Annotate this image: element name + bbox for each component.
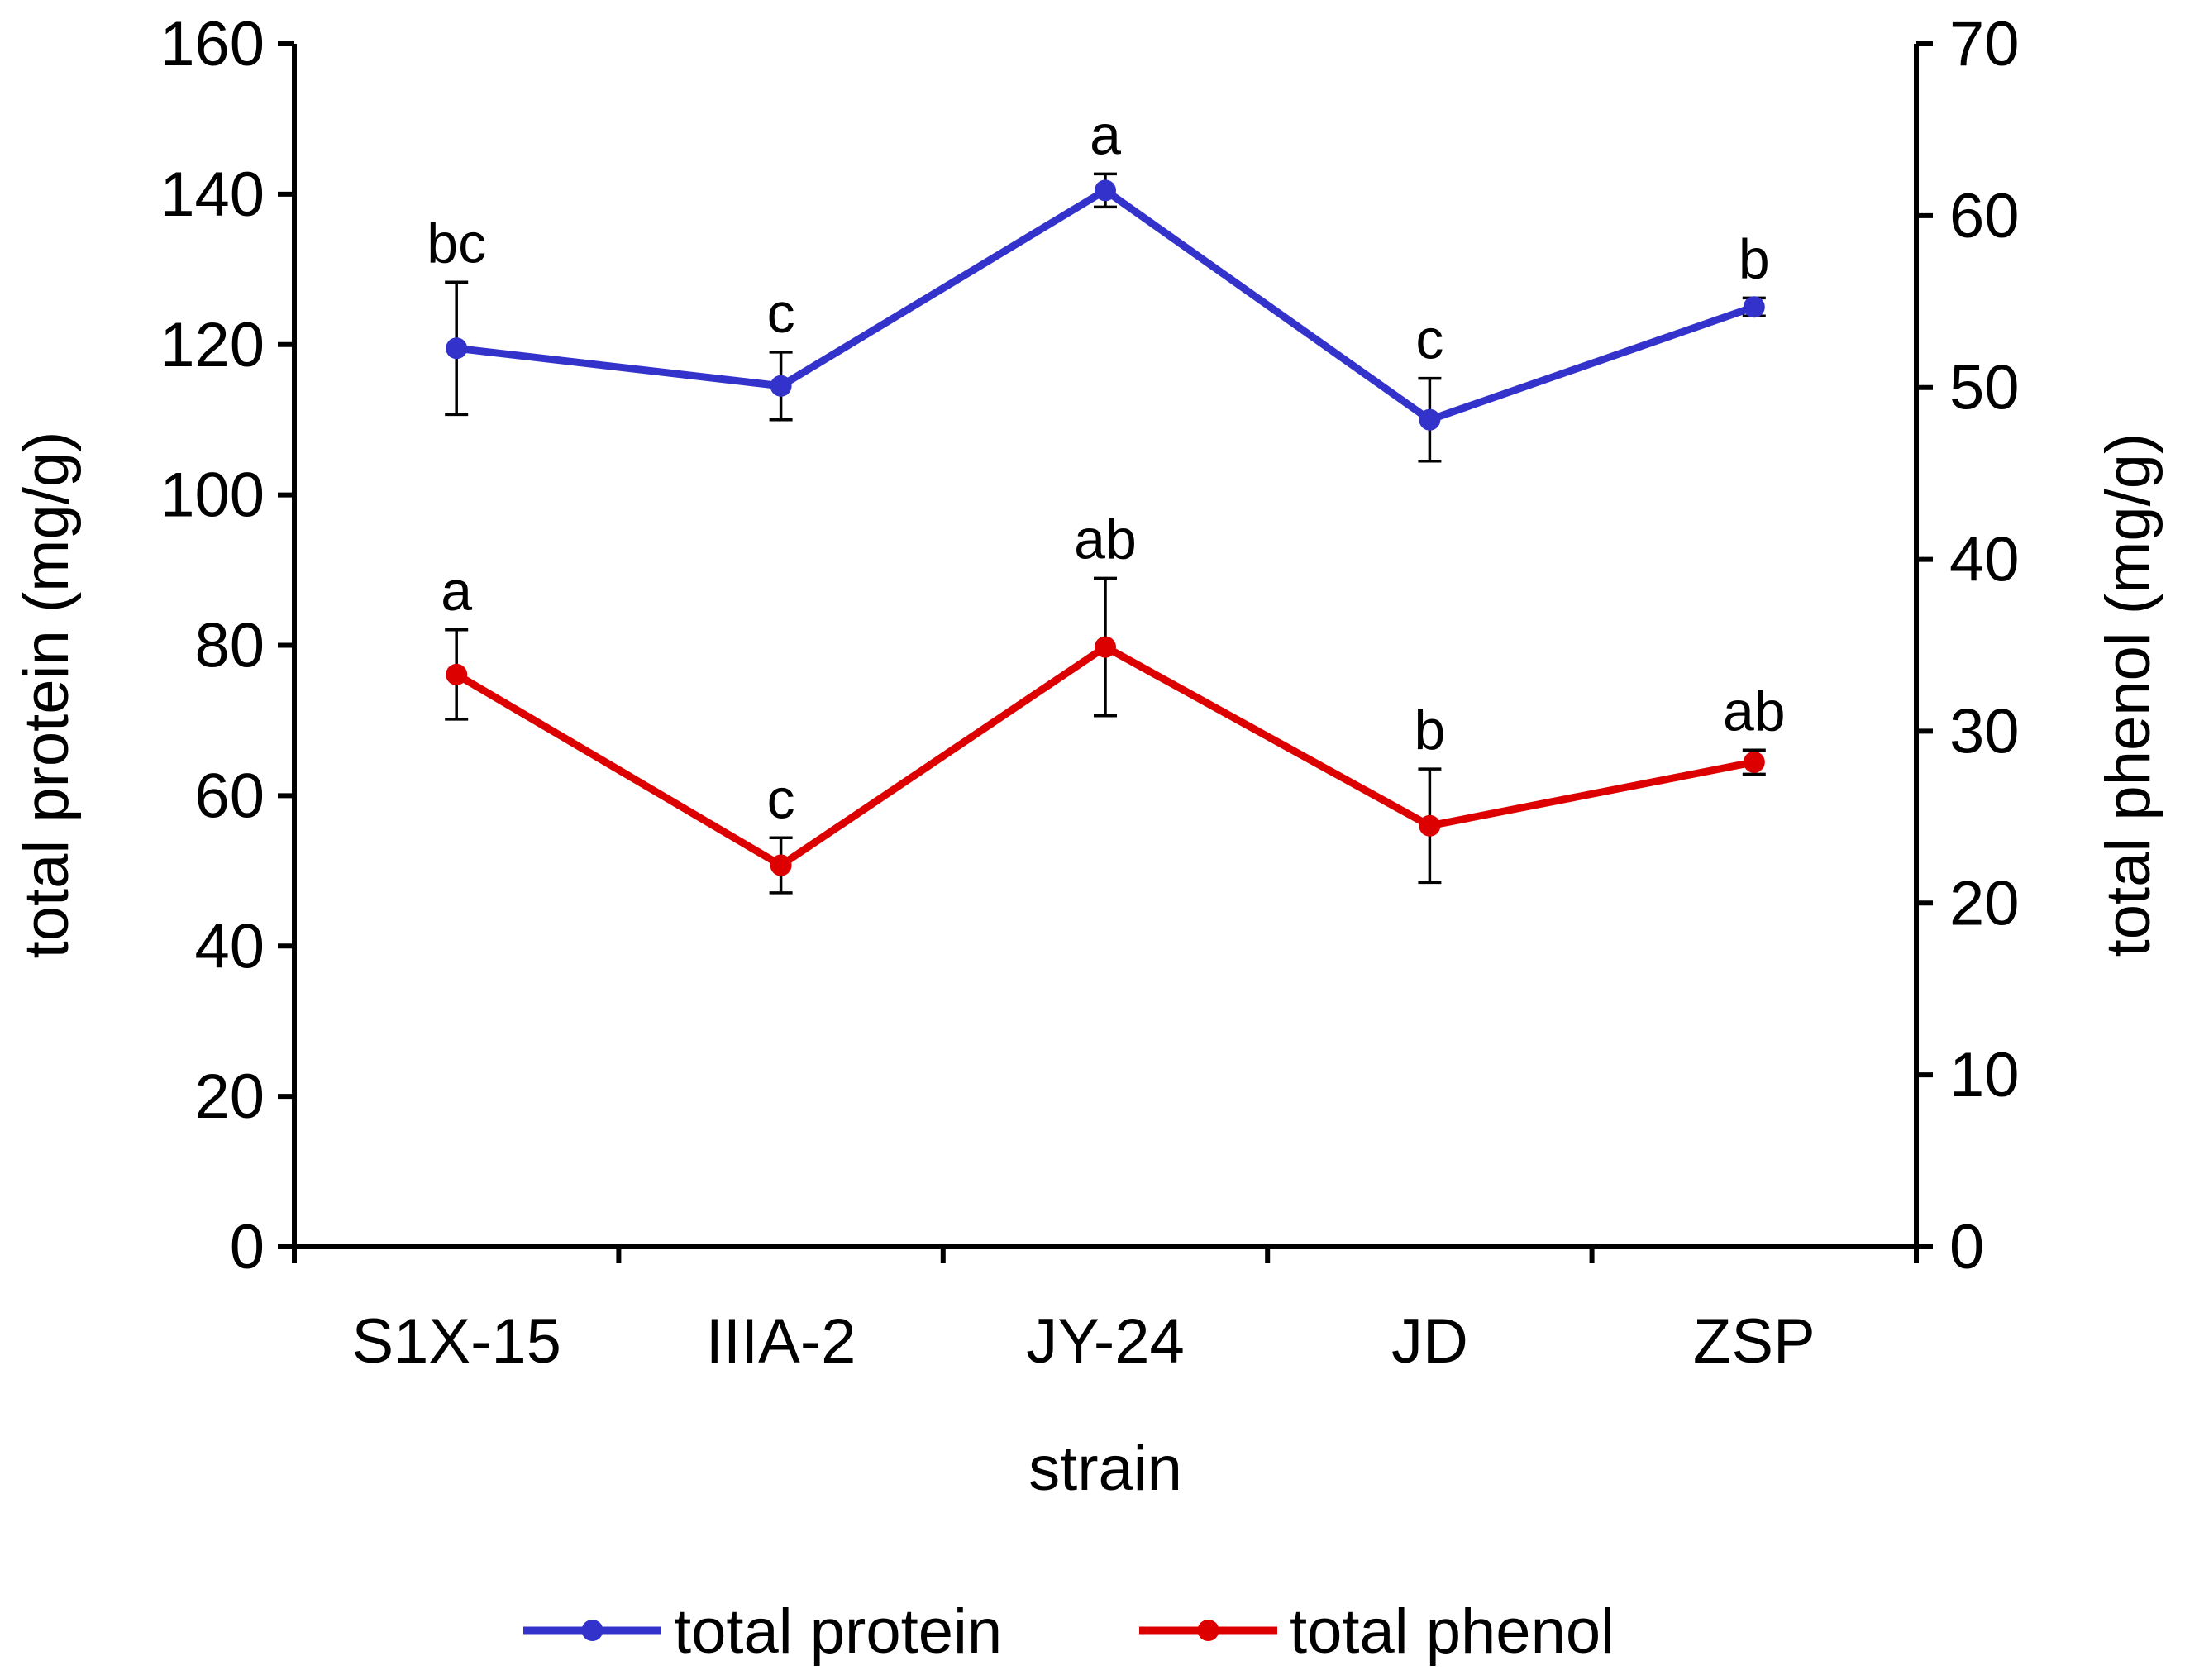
x-tick-label: S1X-15 — [351, 1306, 561, 1377]
x-tick-label: JY-24 — [1026, 1306, 1185, 1377]
total-phenol-point — [770, 854, 792, 876]
legend-total-phenol-marker — [1197, 1620, 1219, 1641]
total-protein-significance-label: b — [1739, 227, 1770, 290]
legend: total protein total phenol — [523, 1596, 1615, 1667]
y-left-tick-label: 100 — [160, 461, 265, 531]
y-right-tick-label: 50 — [1949, 353, 2020, 423]
y-left-tick-label: 40 — [194, 911, 265, 981]
total-protein-point — [1095, 179, 1116, 202]
total-phenol-significance-label: b — [1414, 699, 1445, 761]
total-protein-point — [446, 337, 468, 360]
total-phenol-significance-label: ab — [1723, 680, 1786, 742]
total-phenol-significance-label: ab — [1074, 508, 1137, 570]
total-phenol-point — [1419, 814, 1441, 837]
y-right-tick-label: 30 — [1949, 696, 2020, 766]
y-left-tick-label: 140 — [160, 160, 265, 230]
x-tick-label: JD — [1391, 1306, 1468, 1377]
total-protein-line — [456, 186, 1756, 424]
y-right-tick-label: 70 — [1949, 9, 2020, 79]
x-tick-label: IIIA-2 — [706, 1306, 856, 1377]
total-protein-significance-label: c — [767, 282, 795, 345]
total-protein-point — [1419, 408, 1441, 431]
axes: 0 20 40 60 80 100 120 140 160 0 10 20 30 40 50 60 70 S1X-… — [160, 9, 2019, 1377]
x-axis-title: strain — [1028, 1434, 1182, 1504]
y-left-tick-label: 0 — [230, 1212, 265, 1282]
total-phenol-point — [1743, 751, 1765, 773]
x-tick-label: ZSP — [1693, 1306, 1815, 1377]
label-layer: bc c a c b a c ab b ab — [427, 103, 1785, 830]
y-left-tick-label: 120 — [160, 310, 265, 380]
total-phenol-point — [1095, 636, 1116, 658]
total-protein-significance-label: bc — [427, 212, 486, 274]
y-axis-left-title: total protein (mg/g) — [12, 432, 82, 959]
y-right-tick-label: 0 — [1949, 1212, 1984, 1282]
y-left-tick-label: 60 — [194, 761, 265, 831]
total-protein-point — [1743, 296, 1765, 318]
y-right-tick-label: 40 — [1949, 525, 2020, 595]
y-left-tick-label: 20 — [194, 1062, 265, 1132]
total-phenol-significance-label: a — [441, 560, 472, 623]
y-right-tick-label: 60 — [1949, 181, 2020, 251]
y-right-tick-label: 10 — [1949, 1040, 2020, 1110]
y-left-tick-label: 160 — [160, 9, 265, 79]
legend-total-protein-label: total protein — [674, 1596, 1002, 1667]
y-right-tick-label: 20 — [1949, 868, 2020, 938]
legend-total-protein-marker — [581, 1620, 603, 1641]
total-phenol-point — [446, 663, 468, 685]
y-left-tick-label: 80 — [194, 611, 265, 681]
legend-total-phenol-label: total phenol — [1290, 1596, 1615, 1667]
total-phenol-significance-label: c — [767, 767, 795, 830]
series-layer — [445, 172, 1766, 895]
total-protein-significance-label: a — [1090, 103, 1121, 166]
y-axis-right-title: total phenol (mg/g) — [2093, 433, 2164, 957]
total-protein-point — [770, 375, 792, 397]
total-protein-significance-label: c — [1415, 308, 1443, 371]
